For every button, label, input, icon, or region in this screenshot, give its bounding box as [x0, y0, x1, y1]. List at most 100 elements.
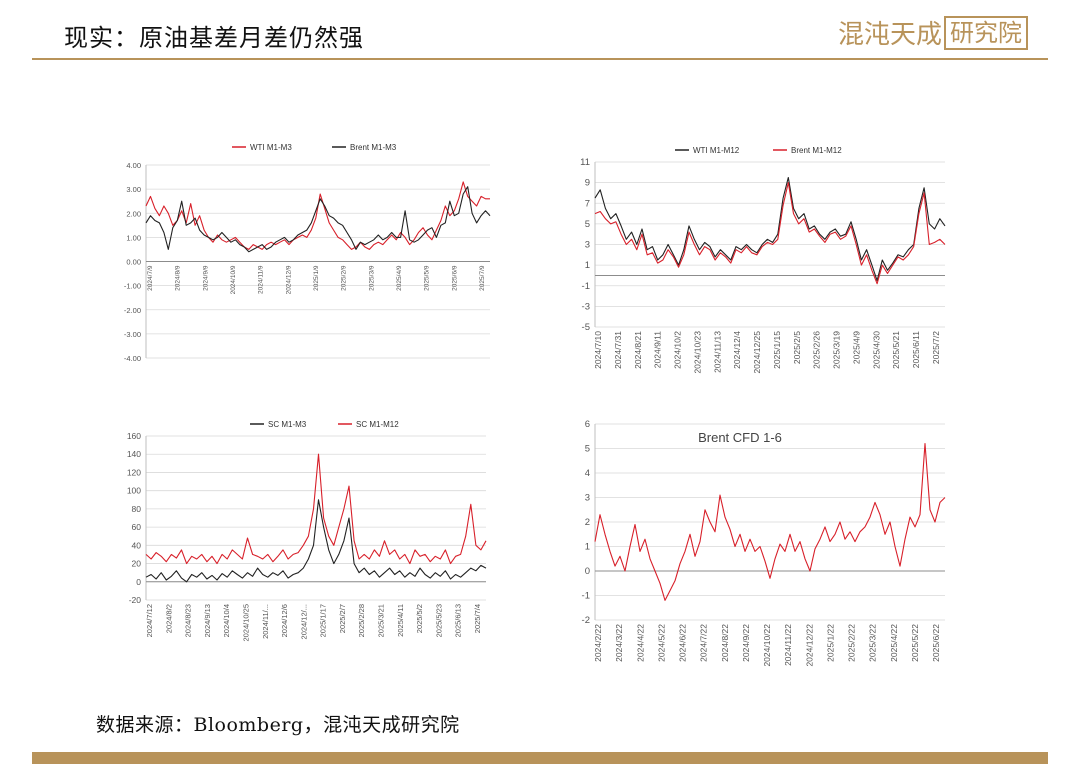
y-tick-label: 1 — [585, 542, 590, 553]
x-tick-label: 2024/5/22 — [656, 624, 666, 662]
y-tick-label: 160 — [127, 431, 141, 441]
x-tick-label: 2024/8/23 — [184, 604, 193, 637]
x-tick-label: 2025/3/19 — [832, 331, 842, 369]
legend-label: SC M1-M12 — [356, 420, 399, 429]
x-tick-label: 2024/7/9 — [147, 265, 154, 291]
x-tick-label: 2025/3/22 — [868, 624, 878, 662]
y-tick-label: 1 — [585, 260, 590, 271]
x-tick-label: 2024/12/22 — [804, 624, 814, 667]
x-tick-label: 2025/6/22 — [931, 624, 941, 662]
chart-wti-brent-m1-m3: 4.00 3.00 2.00 1.00 0.00 -1.00 -2.00 -3.00 -4.00… — [110, 135, 500, 370]
x-tick-label: 2024/8/2 — [164, 604, 173, 633]
y-tick-label: 6 — [585, 419, 590, 430]
y-tick-label: 11 — [580, 157, 590, 168]
x-tick-label: 2025/7/4 — [473, 604, 482, 633]
x-tick-label: 2024/4/22 — [635, 624, 645, 662]
legend-label: WTI M1-M12 — [693, 146, 740, 155]
y-tick-label: 1.00 — [126, 233, 141, 242]
chart-sc-m1-m3-m12: 160 140 120 100 80 60 40 20 0 -20 2024/7/12 2024/8/… — [110, 410, 500, 650]
x-tick-label: 2024/10/4 — [222, 604, 231, 637]
x-tick-label: 2025/1/15 — [772, 331, 782, 369]
x-tick-label: 2024/10/23 — [692, 331, 702, 374]
y-tick-label: 3 — [585, 493, 590, 504]
x-tick-label: 2024/9/9 — [202, 265, 209, 291]
x-tick-label: 2025/2/5 — [792, 331, 802, 364]
x-tick-label: 2024/7/12 — [145, 604, 154, 637]
y-tick-label: 20 — [132, 559, 142, 569]
y-tick-label: 40 — [132, 540, 142, 550]
legend-label: WTI M1-M3 — [250, 143, 292, 152]
logo-main-text: 混沌天成 — [837, 20, 942, 50]
x-tick-label: 2025/1/22 — [825, 624, 835, 662]
x-tick-label: 2024/11/13 — [712, 331, 722, 373]
x-tick-label: 2024/12/25 — [752, 331, 762, 374]
y-tick-label: 5 — [585, 444, 590, 455]
x-tick-label: 2024/2/22 — [593, 624, 603, 662]
x-tick-label: 2025/2/26 — [812, 331, 822, 369]
data-source-note: 数据来源：Bloomberg，混沌天成研究院 — [96, 714, 460, 736]
x-tick-label: 2024/10/25 — [241, 604, 250, 642]
x-tick-label: 2025/2/22 — [847, 624, 857, 662]
x-tick-label: 2024/6/22 — [678, 624, 688, 662]
series-line-2 — [145, 186, 491, 253]
y-tick-label: 3 — [585, 240, 590, 251]
y-tick-label: -2 — [582, 615, 590, 626]
y-tick-label: -3.00 — [124, 330, 141, 339]
y-tick-label: -3 — [582, 301, 590, 312]
x-tick-label: 2025/3/9 — [368, 265, 375, 291]
x-tick-label: 2025/4/22 — [889, 624, 899, 662]
x-tick-label: 2024/10/2 — [673, 331, 683, 369]
x-tick-label: 2025/2/28 — [357, 604, 366, 637]
y-tick-label: 4.00 — [126, 161, 141, 170]
x-tick-label: 2025/5/9 — [424, 265, 431, 291]
y-tick-label: 0 — [136, 577, 141, 587]
x-tick-label: 2025/7/9 — [479, 265, 486, 291]
x-tick-label: 2024/9/13 — [203, 604, 212, 637]
series-line-1 — [145, 181, 490, 250]
x-tick-label: 2024/12/... — [299, 604, 308, 639]
chart-wti-brent-m1-m12: 11 9 7 5 3 1 -1 -3 -5 2024/7/10 2024/7/31 2024/8/21… — [555, 140, 955, 375]
y-tick-label: -1 — [582, 281, 590, 292]
y-tick-label: -2.00 — [124, 306, 141, 315]
y-tick-label: 120 — [127, 467, 141, 477]
x-tick-label: 2025/1/9 — [313, 265, 320, 291]
page-title: 现实：原油基差月差仍然强 — [64, 24, 364, 52]
y-tick-label: 60 — [132, 522, 142, 532]
x-tick-label: 2025/6/9 — [451, 265, 458, 291]
x-tick-label: 2025/1/17 — [319, 604, 328, 637]
series-line-2 — [594, 182, 946, 285]
company-logo: 混沌天成 研究院 — [838, 14, 1028, 51]
y-tick-label: 4 — [585, 468, 590, 479]
x-tick-label: 2024/11/9 — [258, 265, 265, 294]
x-tick-label: 2025/6/11 — [911, 331, 921, 368]
x-tick-label: 2024/11/22 — [783, 624, 793, 666]
x-tick-label: 2025/4/11 — [396, 604, 405, 637]
y-tick-label: -20 — [129, 595, 142, 605]
header-divider — [32, 58, 1048, 60]
x-tick-label: 2025/4/30 — [871, 331, 881, 369]
x-tick-label: 2025/4/9 — [396, 265, 403, 291]
x-tick-label: 2024/11/... — [261, 604, 270, 639]
series-line-1 — [145, 499, 487, 583]
x-tick-label: 2025/5/23 — [434, 604, 443, 637]
y-tick-label: 3.00 — [126, 185, 141, 194]
x-tick-label: 2024/10/9 — [230, 265, 237, 294]
x-tick-label: 2025/2/7 — [338, 604, 347, 633]
x-tick-label: 2024/12/4 — [732, 331, 742, 369]
y-tick-label: -4.00 — [124, 354, 141, 363]
y-tick-label: -1.00 — [124, 282, 141, 291]
y-tick-label: 2.00 — [126, 209, 141, 218]
x-tick-label: 2024/10/22 — [762, 624, 772, 667]
footer-band — [32, 752, 1048, 764]
x-tick-label: 2024/9/22 — [741, 624, 751, 662]
x-tick-label: 2024/8/21 — [633, 331, 643, 369]
y-tick-label: 140 — [127, 449, 141, 459]
x-tick-label: 2024/9/11 — [653, 331, 663, 368]
x-tick-label: 2025/7/2 — [931, 331, 941, 364]
y-tick-label: 0.00 — [126, 258, 141, 267]
x-tick-label: 2025/5/22 — [910, 624, 920, 662]
chart-title: Brent CFD 1-6 — [698, 430, 782, 445]
legend-label: SC M1-M3 — [268, 420, 307, 429]
logo-boxed-text: 研究院 — [944, 15, 1028, 50]
y-tick-label: 7 — [585, 198, 590, 209]
